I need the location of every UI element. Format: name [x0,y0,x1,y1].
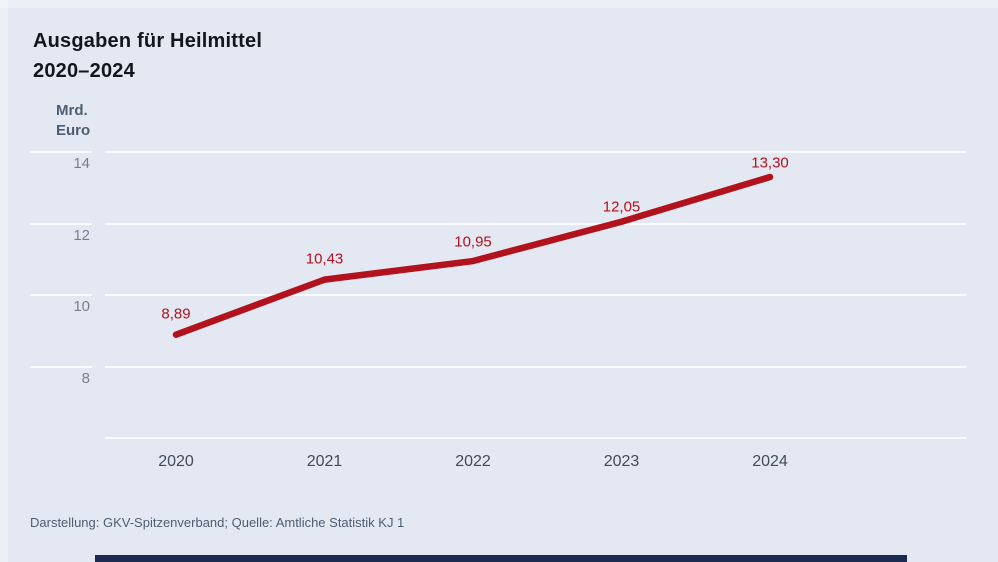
gridline [105,151,966,153]
x-tick-label: 2020 [158,453,194,470]
data-value-label: 10,95 [454,233,492,251]
y-tick-label: 12 [73,226,90,244]
x-axis-line [105,437,966,439]
trend-line-path [172,173,774,338]
x-tick-label: 2021 [306,453,343,470]
y-axis-unit-line2: Euro [56,122,91,139]
source-note: Darstellung: GKV-Spitzenverband; Quelle:… [30,515,405,530]
data-value-label: 8,89 [161,305,191,323]
gridline-label-segment [30,151,92,153]
gridline [105,294,966,296]
y-tick-label: 10 [73,298,90,315]
chart-title-line2: 2020–2024 [33,60,135,82]
x-tick-label: 2022 [455,453,491,470]
brand-bar [95,555,907,562]
gridline [105,365,966,368]
y-axis-unit-label: Mrd. Euro [56,101,90,141]
gridline-label-segment [30,222,92,225]
x-tick-label: 2024 [752,453,788,470]
gridline [105,222,966,225]
chart-title-line1: Ausgaben für Heilmittel [33,30,263,52]
y-axis-unit-line1: Mrd. [56,102,88,119]
chart-title: Ausgaben für Heilmittel 2020–2024 [33,26,262,86]
data-value-label: 12,05 [602,198,641,216]
x-tick-label: 2023 [603,453,640,470]
data-value-label: 10,43 [305,250,344,268]
gridline-label-segment [30,294,92,296]
y-tick-label: 14 [73,155,90,172]
data-value-label: 13,30 [751,154,789,172]
gridline-label-segment [30,365,92,368]
y-tick-label: 8 [81,369,90,387]
